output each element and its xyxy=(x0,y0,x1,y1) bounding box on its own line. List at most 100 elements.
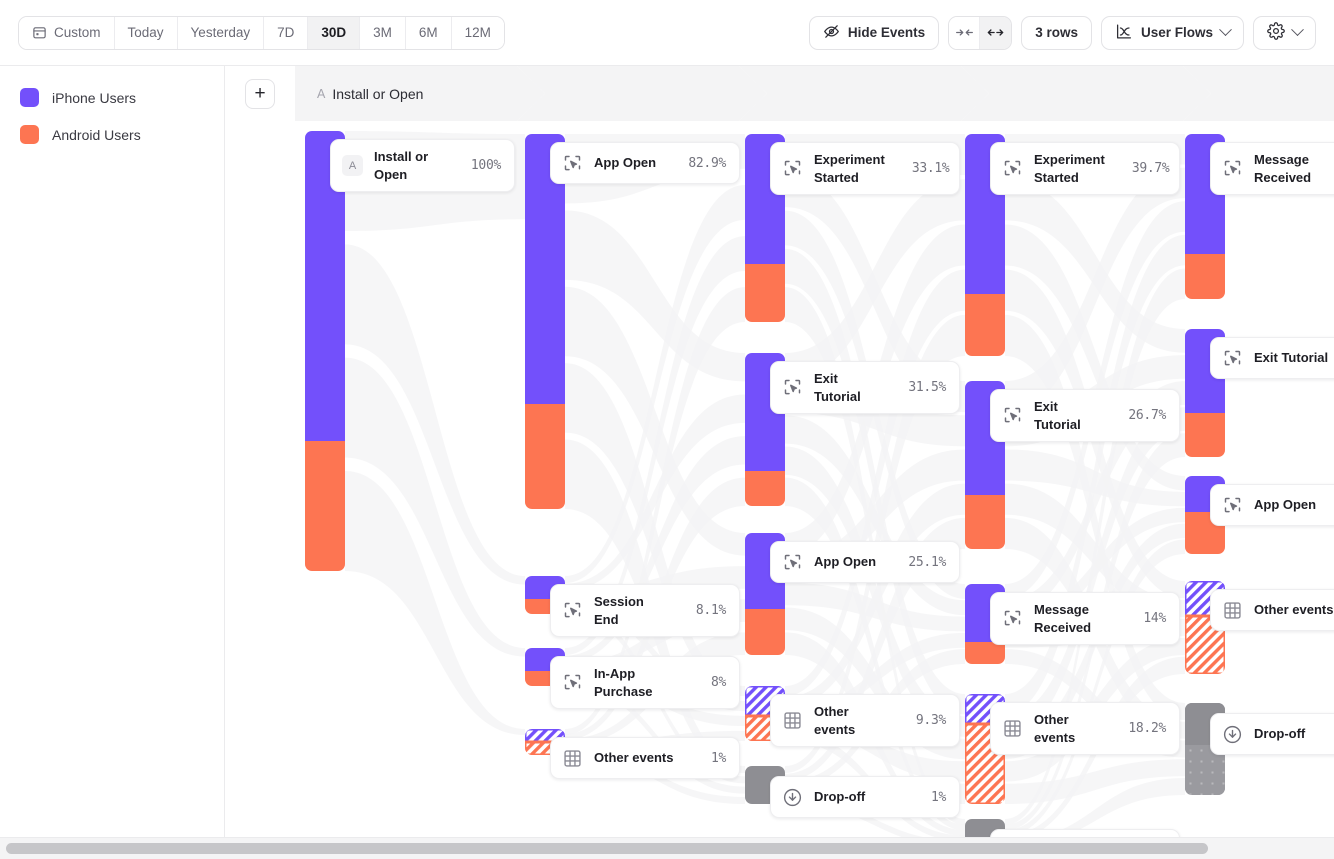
node-card[interactable]: A Install or Open 100% xyxy=(330,139,515,193)
legend-swatch xyxy=(20,125,39,144)
rows-button[interactable]: 3 rows xyxy=(1021,15,1092,50)
sankey-node[interactable]: Exit Tutorial 26.7% xyxy=(965,381,1180,549)
node-card[interactable]: Drop-off xyxy=(1210,713,1334,755)
sankey-node[interactable]: Message Received 14% xyxy=(965,584,1180,664)
date-range-custom[interactable]: Custom xyxy=(19,16,115,49)
node-card[interactable]: App Open xyxy=(1210,484,1334,526)
node-percent: 8.1% xyxy=(695,603,726,619)
scrollbar-thumb[interactable] xyxy=(6,843,1208,854)
node-card[interactable]: Experiment Started 39.7% xyxy=(990,142,1180,196)
sankey-node[interactable]: Other events 18.2% xyxy=(965,694,1180,804)
cursor-click-icon xyxy=(1002,405,1023,426)
breadcrumb-step-1[interactable] xyxy=(517,66,767,121)
node-label: App Open xyxy=(814,554,877,570)
cursor-click-icon xyxy=(1002,158,1023,179)
date-range-yesterday[interactable]: Yesterday xyxy=(177,16,265,49)
sankey-node[interactable]: App Open 82.9% xyxy=(525,134,740,509)
sankey-node[interactable]: In-App Purchase 8% xyxy=(525,648,740,710)
legend-label: Android Users xyxy=(52,126,141,143)
sankey-node[interactable]: Exit Tutorial xyxy=(1185,329,1334,457)
date-range-3m[interactable]: 3M xyxy=(360,16,406,49)
date-range-label: Today xyxy=(127,25,164,40)
expand-horizontal-button[interactable] xyxy=(980,16,1012,49)
node-percent: 9.3% xyxy=(915,713,946,729)
date-range-30d[interactable]: 30D xyxy=(308,16,361,49)
node-card[interactable]: Other events xyxy=(1210,589,1334,631)
breadcrumb-step-2[interactable] xyxy=(739,66,989,121)
node-percent: 100% xyxy=(470,158,501,174)
date-range-12m[interactable]: 12M xyxy=(451,16,504,49)
node-card[interactable]: Message Received 14% xyxy=(990,592,1180,646)
node-bar xyxy=(305,131,345,571)
chevron-down-icon xyxy=(1219,23,1232,37)
collapse-horizontal-button[interactable] xyxy=(949,16,981,49)
flow-ribbon xyxy=(565,287,745,735)
width-toggle-group[interactable] xyxy=(948,15,1013,50)
sankey-node[interactable]: App Open xyxy=(1185,476,1334,554)
date-range-today[interactable]: Today xyxy=(114,16,178,49)
node-card[interactable]: Exit Tutorial 26.7% xyxy=(990,389,1180,443)
legend-item-iphone-users[interactable]: iPhone Users xyxy=(20,88,224,107)
sankey-node[interactable]: Drop-off xyxy=(1185,703,1334,795)
cursor-click-icon xyxy=(562,153,583,174)
node-label: Install or Open xyxy=(374,149,429,182)
node-card[interactable]: Other events 1% xyxy=(550,737,740,779)
node-label: Other events xyxy=(1254,602,1334,618)
node-label: Exit Tutorial xyxy=(1254,350,1329,366)
node-card[interactable]: App Open 82.9% xyxy=(550,142,740,184)
node-card[interactable]: In-App Purchase 8% xyxy=(550,656,740,710)
flow-ribbon xyxy=(1005,268,1185,825)
main-body: iPhone Users Android Users + A Install or … xyxy=(0,66,1334,837)
node-card[interactable]: Other events 18.2% xyxy=(990,702,1180,756)
node-card[interactable]: Message Received xyxy=(1210,142,1334,196)
node-percent: 18.2% xyxy=(1128,721,1166,737)
sankey-node[interactable]: Other events 9.3% xyxy=(745,686,960,748)
node-card[interactable]: App Open 25.1% xyxy=(770,541,960,583)
sankey-node[interactable]: App Open 25.1% xyxy=(745,533,960,655)
node-bar xyxy=(525,134,565,509)
breadcrumb-step-3[interactable] xyxy=(961,66,1211,121)
horizontal-scrollbar[interactable] xyxy=(0,837,1334,859)
flow-ribbon xyxy=(565,185,745,584)
flow-ribbon xyxy=(565,678,745,794)
node-label: App Open xyxy=(594,155,657,171)
node-card[interactable]: Exit Tutorial xyxy=(1210,337,1334,379)
collapse-horizontal-icon xyxy=(955,29,973,36)
breadcrumb-step-0[interactable]: A Install or Open xyxy=(295,66,545,121)
sankey-diagram[interactable]: A Install or Open 100% App Open 82.9% Session… xyxy=(225,121,1334,837)
flow-ribbon xyxy=(1005,179,1185,353)
node-card[interactable]: Exit Tutorial 31.5% xyxy=(770,361,960,415)
cursor-click-icon xyxy=(1222,495,1243,516)
date-range-selector[interactable]: Custom Today Yesterday 7D 30D 3M 6M 12M xyxy=(18,15,505,50)
hide-events-button[interactable]: Hide Events xyxy=(808,15,940,50)
node-percent: 82.9% xyxy=(688,155,726,171)
node-card[interactable]: Drop-off 1% xyxy=(770,776,960,818)
add-step-button[interactable]: + xyxy=(245,78,275,109)
cursor-click-icon xyxy=(782,552,803,573)
flow-canvas[interactable]: + A Install or Open A Install or Open 100% A… xyxy=(225,66,1334,837)
node-card[interactable]: Other events 9.3% xyxy=(770,694,960,748)
sankey-node[interactable]: A Install or Open 100% xyxy=(305,131,515,571)
sankey-node[interactable]: Other events 1% xyxy=(525,729,740,779)
sankey-node[interactable]: Drop-off 1% xyxy=(745,766,960,818)
node-percent: 33.1% xyxy=(911,161,950,177)
view-mode-dropdown[interactable]: User Flows xyxy=(1100,15,1244,50)
node-percent: 25.1% xyxy=(908,554,946,570)
settings-dropdown[interactable] xyxy=(1253,15,1316,50)
date-range-7d[interactable]: 7D xyxy=(264,16,309,49)
flow-ribbon xyxy=(1005,167,1185,413)
node-card[interactable]: Session End 8.1% xyxy=(550,584,740,638)
sankey-node[interactable]: Message Received xyxy=(1185,134,1334,299)
sankey-node[interactable]: Experiment Started 33.1% xyxy=(745,134,960,322)
node-label: In-App Purchase xyxy=(594,666,653,699)
sankey-node[interactable]: Exit Tutorial 31.5% xyxy=(745,353,960,506)
sankey-node[interactable]: Experiment Started 39.7% xyxy=(965,134,1180,356)
sankey-node[interactable]: Session End 8.1% xyxy=(525,576,740,638)
date-range-6m[interactable]: 6M xyxy=(405,16,452,49)
flow-ribbon xyxy=(1005,381,1185,616)
sankey-node[interactable]: Other events xyxy=(1185,581,1334,674)
legend-item-android-users[interactable]: Android Users xyxy=(20,125,224,144)
node-card[interactable]: Experiment Started 33.1% xyxy=(770,142,960,196)
